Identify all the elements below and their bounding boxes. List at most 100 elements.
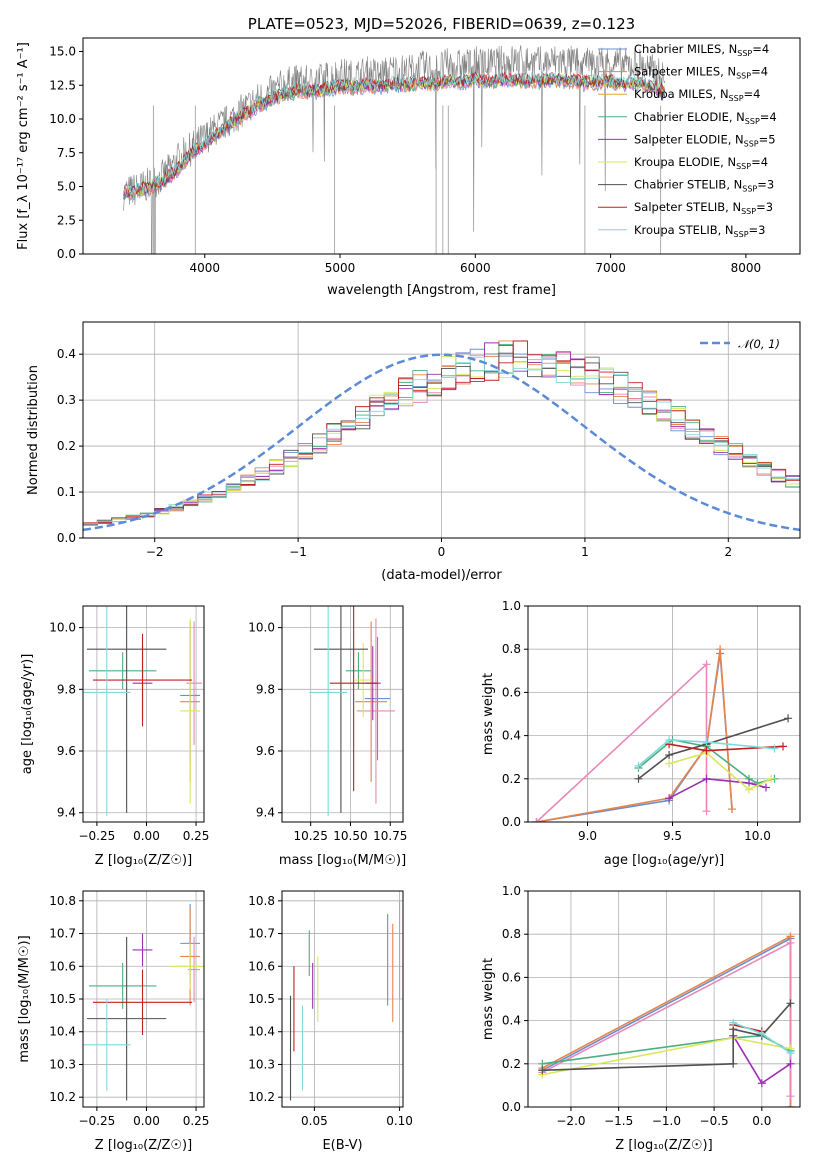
y-tick-label: 0.6 — [502, 685, 521, 699]
y-tick-label: 9.6 — [57, 744, 76, 758]
x-tick-label: 0.00 — [133, 829, 160, 843]
residual-histogram — [83, 348, 800, 525]
y-tick-label: 10.8 — [49, 894, 76, 908]
x-tick-label: 6000 — [460, 261, 491, 275]
y-tick-label: 9.4 — [256, 806, 275, 820]
y-tick-label: 0.3 — [57, 393, 76, 407]
model-spectrum-line — [123, 72, 666, 199]
weight-series-line — [536, 653, 733, 822]
x-axis-label: (data-model)/error — [381, 568, 502, 583]
x-tick-label: 0.25 — [183, 829, 210, 843]
y-tick-label: 10.5 — [248, 992, 275, 1006]
y-tick-label: 9.8 — [256, 682, 275, 696]
residual-histogram — [83, 344, 800, 525]
age-vs-mass-panel: 10.25 10.50 10.75 9.4 9.6 9.8 10.0 mass [log₁₀(… — [248, 605, 407, 868]
y-tick-label: 10.7 — [248, 927, 275, 941]
y-tick-label: 5.0 — [57, 180, 76, 194]
weight-point-marker — [702, 660, 711, 669]
y-tick-label: 10.4 — [49, 1025, 76, 1039]
x-tick-label: 0.00 — [133, 1114, 160, 1128]
x-axis-label: Z [log₁₀(Z/Z☉)] — [95, 853, 192, 868]
x-tick-label: 0.10 — [386, 1114, 413, 1128]
y-tick-label: 0.4 — [57, 347, 76, 361]
y-tick-label: 10.5 — [49, 992, 76, 1006]
x-tick-label: 0.25 — [183, 1114, 210, 1128]
x-tick-label: −1.0 — [652, 1114, 681, 1128]
mass-vs-metallicity-panel: −0.25 0.00 0.25 10.2 10.3 10.4 10.5 10.6 10.7 10.… — [17, 890, 210, 1153]
x-tick-label: −0.25 — [78, 1114, 115, 1128]
x-tick-label: 8000 — [731, 261, 762, 275]
plot-area — [83, 904, 204, 1101]
plot-area — [309, 606, 396, 816]
x-tick-label: 0 — [438, 545, 446, 559]
y-tick-label: 15.0 — [49, 45, 76, 59]
y-axis-label: Flux [f_λ 10⁻¹⁷ erg cm⁻² s⁻¹ A⁻¹] — [16, 42, 31, 250]
y-tick-label: 12.5 — [49, 78, 76, 92]
y-tick-label: 0.2 — [502, 772, 521, 786]
x-tick-label: 10.0 — [744, 829, 771, 843]
y-tick-label: 10.3 — [248, 1057, 275, 1071]
weight-point-marker — [757, 1029, 766, 1038]
x-tick-label: −2 — [146, 545, 164, 559]
plot-area — [532, 645, 793, 822]
x-axis-label: Z [log₁₀(Z/Z☉)] — [95, 1138, 192, 1153]
y-tick-label: 0.2 — [502, 1057, 521, 1071]
x-axis-label: wavelength [Angstrom, rest frame] — [327, 283, 556, 298]
y-tick-label: 10.6 — [248, 959, 275, 973]
x-tick-label: 9.5 — [663, 829, 682, 843]
model-spectrum-line — [123, 70, 665, 198]
y-tick-label: 0.0 — [57, 247, 76, 261]
legend-label: Kroupa STELIB, NSSP=3 — [634, 223, 765, 239]
weight-vs-metallicity-panel: −2.0 −1.5 −1.0 −0.5 0.0 0.0 0.2 0.4 0.6 0.8 1.0 Z [… — [481, 884, 801, 1153]
weight-point-marker — [634, 761, 643, 770]
y-tick-label: 0.1 — [57, 485, 76, 499]
weight-point-marker — [702, 807, 711, 816]
weight-point-marker — [786, 1103, 795, 1107]
y-tick-label: 10.8 — [248, 894, 275, 908]
legend-label: Salpeter ELODIE, NSSP=5 — [634, 132, 776, 148]
y-tick-label: 10.6 — [49, 959, 76, 973]
spectrum-panel: 4000 5000 6000 7000 8000 0.0 2.5 5.0 7.5 10.0 12.5… — [16, 15, 801, 298]
x-axis-label: mass [log₁₀(M/M☉)] — [279, 853, 406, 868]
plot-frame — [281, 890, 404, 1108]
weight-point-marker — [779, 742, 787, 751]
x-tick-label: 4000 — [189, 261, 220, 275]
y-tick-label: 9.4 — [57, 806, 76, 820]
residual-histogram — [83, 356, 800, 525]
x-tick-label: 9.0 — [578, 829, 597, 843]
x-tick-label: 5000 — [325, 261, 356, 275]
weight-point-marker — [665, 751, 674, 760]
plot-frame — [527, 890, 801, 1108]
weight-series-line — [668, 752, 772, 791]
legend-label: Chabrier STELIB, NSSP=3 — [634, 178, 774, 194]
y-tick-label: 0.2 — [57, 439, 76, 453]
x-tick-label: −0.5 — [700, 1114, 729, 1128]
plot-frame — [82, 321, 801, 539]
weight-series-line — [637, 739, 775, 767]
age-vs-metallicity-panel: −0.25 0.00 0.25 9.4 9.6 9.8 10.0 Z [log₁₀(Z/Z☉)… — [20, 605, 210, 868]
plot-frame — [82, 37, 801, 255]
residual-histogram — [83, 340, 800, 524]
y-tick-label: 10.0 — [49, 621, 76, 635]
weight-vs-age-panel: 9.0 9.5 10.0 0.0 0.2 0.4 0.6 0.8 1.0 age [log₁₀(a… — [481, 599, 801, 868]
weight-point-marker — [665, 759, 674, 768]
weight-point-marker — [634, 774, 643, 783]
x-tick-label: −1.5 — [604, 1114, 633, 1128]
y-axis-label: age [log₁₀(age/yr)] — [20, 654, 35, 775]
weight-point-marker — [757, 1079, 766, 1088]
y-tick-label: 9.6 — [256, 744, 275, 758]
weight-point-marker — [728, 805, 736, 814]
y-tick-label: 0.8 — [502, 642, 521, 656]
chart-title: PLATE=0523, MJD=52026, FIBERID=0639, z=0… — [248, 15, 635, 33]
legend-label: Kroupa ELODIE, NSSP=4 — [634, 155, 768, 171]
plot-area — [538, 932, 795, 1107]
y-tick-label: 10.0 — [49, 112, 76, 126]
weight-point-marker — [762, 783, 770, 792]
weight-point-marker — [784, 714, 793, 723]
weight-point-marker — [770, 744, 779, 753]
weight-point-marker — [716, 645, 725, 654]
weight-series-line — [535, 662, 708, 822]
plot-frame — [527, 605, 801, 823]
y-tick-label: 7.5 — [57, 146, 76, 160]
weight-point-marker — [786, 1092, 795, 1101]
